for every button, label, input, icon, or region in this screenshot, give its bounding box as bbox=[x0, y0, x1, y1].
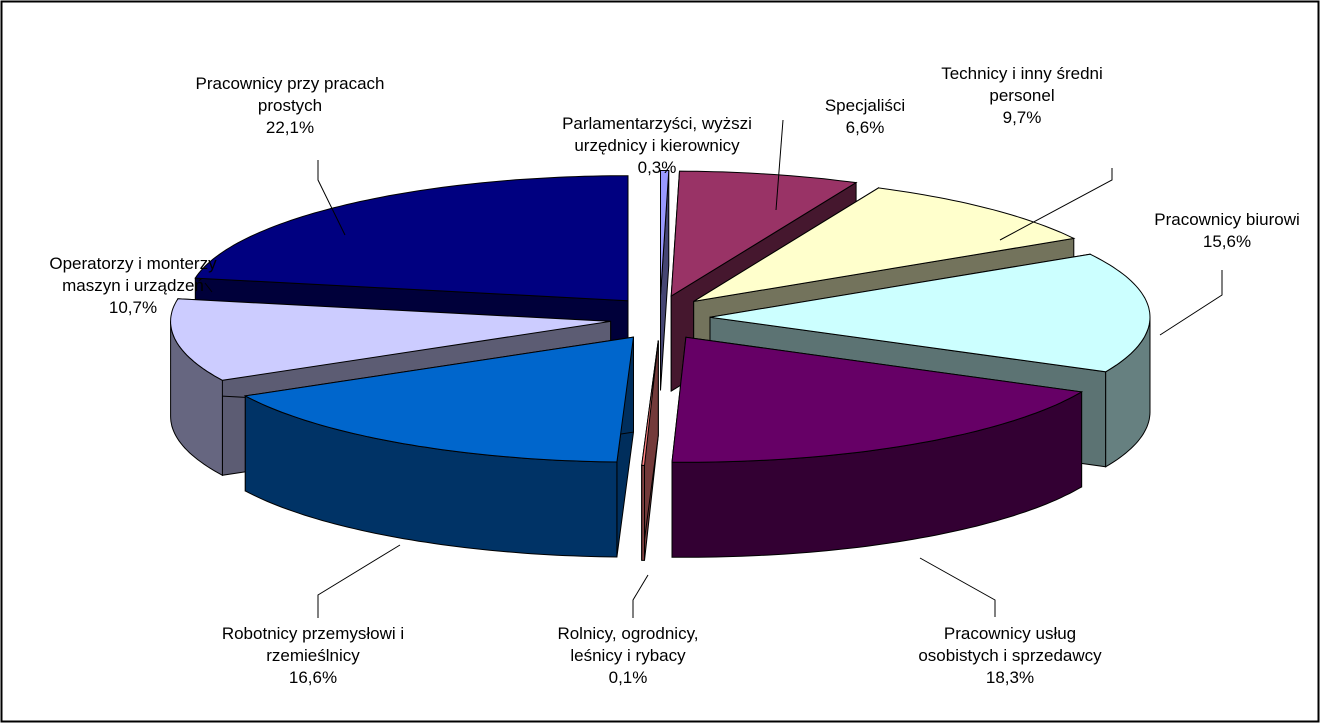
slice-label: Pracownicy usług osobistych i sprzedawcy… bbox=[905, 623, 1115, 689]
category-label: Robotnicy przemysłowi i rzemieślnicy bbox=[221, 624, 405, 665]
leader-line bbox=[204, 282, 213, 293]
slice-label: Technicy i inny średni personel 9,7% bbox=[922, 63, 1122, 129]
category-label: Rolnicy, ogrodnicy, leśnicy i rybacy bbox=[557, 624, 699, 665]
slice-label: Operatorzy i monterzy maszyn i urządzeń 1… bbox=[33, 253, 233, 319]
category-label: Specjaliści bbox=[824, 96, 906, 115]
slice bbox=[670, 170, 858, 298]
value-label: 10,7% bbox=[108, 298, 158, 317]
value-label: 0,1% bbox=[608, 668, 648, 687]
slice-wall bbox=[641, 464, 645, 561]
slice bbox=[170, 298, 611, 381]
category-label: Pracownicy usług osobistych i sprzedawcy bbox=[918, 624, 1102, 665]
value-label: 22,1% bbox=[265, 118, 315, 137]
slice-label: Specjaliści 6,6% bbox=[805, 95, 925, 139]
category-label: Operatorzy i monterzy maszyn i urządzeń bbox=[49, 254, 217, 295]
slice bbox=[671, 336, 1084, 463]
category-label: Parlamentarzyści, wyższi urzędnicy i kie… bbox=[562, 114, 752, 155]
value-label: 6,6% bbox=[845, 118, 885, 137]
leader-line bbox=[1159, 270, 1223, 336]
slice bbox=[709, 253, 1151, 373]
category-label: Technicy i inny średni personel bbox=[941, 64, 1103, 105]
category-label: Pracownicy przy pracach prostych bbox=[195, 74, 385, 115]
slice bbox=[194, 175, 629, 302]
slice bbox=[693, 187, 1076, 302]
value-label: 15,6% bbox=[1202, 232, 1252, 251]
category-label: Pracownicy biurowi bbox=[1154, 210, 1300, 229]
leader-line bbox=[317, 544, 401, 618]
slice-label: Pracownicy biurowi 15,6% bbox=[1127, 209, 1321, 253]
leader-line bbox=[317, 160, 346, 236]
slice-label: Parlamentarzyści, wyższi urzędnicy i kie… bbox=[540, 113, 775, 179]
value-label: 16,6% bbox=[288, 668, 338, 687]
slice bbox=[243, 336, 635, 463]
slice bbox=[660, 170, 670, 296]
value-label: 0,3% bbox=[637, 158, 677, 177]
leader-line bbox=[775, 119, 784, 211]
leader-line bbox=[632, 574, 649, 618]
slice-label: Robotnicy przemysłowi i rzemieślnicy 16,6… bbox=[208, 623, 418, 689]
slice-label: Rolnicy, ogrodnicy, leśnicy i rybacy 0,1% bbox=[543, 623, 713, 689]
value-label: 9,7% bbox=[1002, 108, 1042, 127]
slice-label: Pracownicy przy pracach prostych 22,1% bbox=[185, 73, 395, 139]
value-label: 18,3% bbox=[985, 668, 1035, 687]
leader-line bbox=[919, 557, 996, 617]
leader-line bbox=[999, 168, 1113, 241]
slice bbox=[641, 340, 659, 466]
